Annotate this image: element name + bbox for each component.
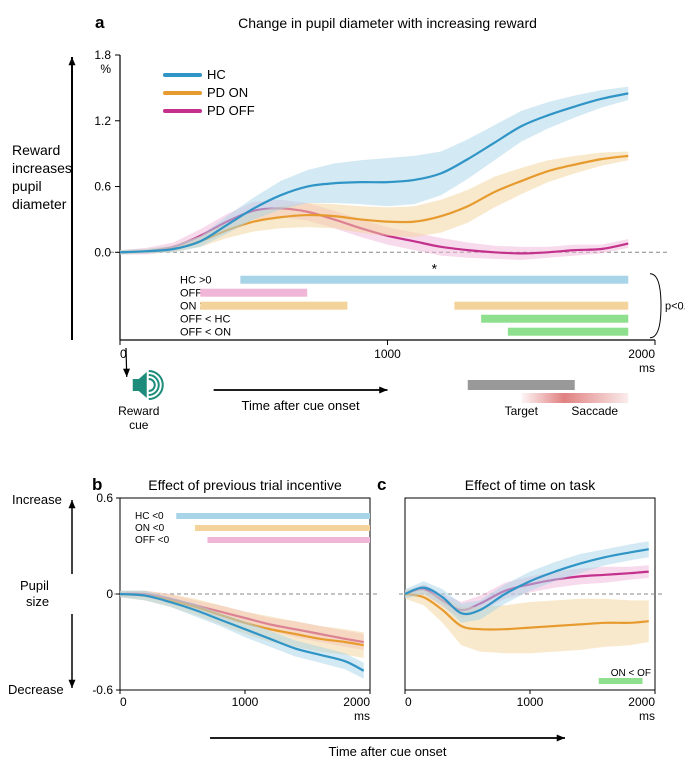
- sig-row-label: HC >0: [180, 275, 212, 287]
- decrease-label: Decrease: [8, 682, 64, 697]
- target-bar: [468, 380, 575, 390]
- panel-a-legend: HC PD ON PD OFF: [165, 67, 255, 118]
- ytick-label: 0.0: [94, 245, 111, 259]
- panel-a-title: Change in pupil diameter with increasing…: [238, 15, 537, 31]
- legend-label: PD ON: [207, 85, 248, 100]
- ytick-label: 0.6: [94, 180, 111, 194]
- xtick-label: 0: [405, 695, 412, 709]
- panel-b-legend: HC <0ON <0OFF <0: [135, 511, 370, 546]
- panel-c: Effect of time on task c 0 1000 2000ms ON < O…: [377, 475, 663, 723]
- ytick-label: 1.8: [94, 48, 111, 62]
- sig-star: *: [432, 261, 438, 277]
- sig-bar: [481, 315, 628, 323]
- pupil-label: Pupil: [20, 578, 49, 593]
- bottom-x-arrow: [210, 734, 565, 741]
- x-unit: ms: [639, 709, 655, 723]
- panel-a-ylabel: Reward: [12, 142, 60, 158]
- reward-cue-label: Reward: [118, 404, 159, 418]
- reward-cue-label2: cue: [129, 418, 149, 432]
- xtick-label: 2000: [628, 695, 655, 709]
- sig-note: p<0.05: [665, 301, 685, 313]
- y-unit: %: [100, 62, 111, 76]
- panel-a-ylabel: pupil: [12, 178, 42, 194]
- increase-arrow: [68, 500, 75, 574]
- xtick-label: 1000: [232, 695, 259, 709]
- bottom-xlabel: Time after cue onset: [328, 744, 446, 759]
- panel-b: Effect of previous trial incentiveb-0.60…: [92, 475, 378, 723]
- panel-c-label: c: [377, 475, 386, 494]
- ytick-label: 0: [106, 587, 113, 601]
- target-label: Target: [505, 404, 539, 418]
- legend-bar: [208, 537, 371, 543]
- legend-label: HC <0: [135, 511, 164, 522]
- sig-row-label: OFF < ON: [180, 327, 231, 339]
- sig-bar: [508, 328, 628, 336]
- speaker-icon: [133, 371, 163, 399]
- panel-c-siglabel: ON < OF: [611, 668, 651, 679]
- xtick-label: 2000: [343, 695, 370, 709]
- y-arrow: [68, 57, 75, 340]
- ytick-label: 0.6: [96, 491, 113, 505]
- figure: a Change in pupil diameter with increasin…: [0, 0, 685, 767]
- saccade-label: Saccade: [571, 404, 618, 418]
- ytick-label: -0.6: [92, 683, 113, 697]
- xtick-label: 0: [120, 695, 127, 709]
- sig-bar: [200, 289, 307, 297]
- legend-label: PD OFF: [207, 103, 255, 118]
- panel-b-title: Effect of previous trial incentive: [148, 477, 342, 493]
- sig-bracket: [650, 274, 661, 338]
- panel-a-ylabel: increases: [12, 160, 72, 176]
- xtick-label: 1000: [374, 347, 401, 361]
- decrease-arrow: [68, 614, 75, 688]
- legend-bar: [176, 513, 370, 519]
- panel-a-label: a: [95, 13, 105, 32]
- legend-label: ON <0: [135, 523, 165, 534]
- xtick-label: 2000: [628, 347, 655, 361]
- sig-bar: [200, 302, 347, 310]
- saccade-bar: [521, 393, 628, 403]
- size-label: size: [26, 594, 49, 609]
- legend-label: HC: [207, 67, 226, 82]
- x-unit: ms: [639, 361, 655, 375]
- legend-bar: [195, 525, 370, 531]
- sig-row-label: OFF < HC: [180, 314, 230, 326]
- ytick-label: 1.2: [94, 114, 111, 128]
- sig-bar: [454, 302, 628, 310]
- x-unit: ms: [354, 709, 370, 723]
- xtick-label: 1000: [517, 695, 544, 709]
- x-arrow: [214, 386, 388, 393]
- panel-a-ylabel: diameter: [12, 196, 67, 212]
- legend-label: OFF <0: [135, 535, 170, 546]
- panel-a-xlabel: Time after cue onset: [242, 398, 360, 413]
- panel-c-title: Effect of time on task: [465, 477, 596, 493]
- sig-bar: [240, 276, 628, 284]
- panel-a: a Change in pupil diameter with increasin…: [12, 13, 685, 432]
- increase-label: Increase: [12, 492, 62, 507]
